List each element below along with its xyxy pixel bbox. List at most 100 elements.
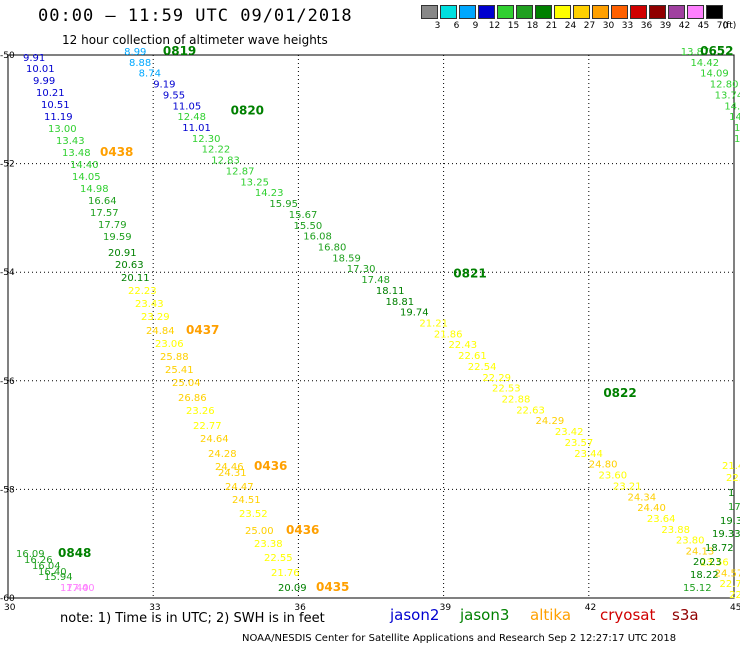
swh-value: 19.74 <box>400 308 429 319</box>
scale-swatch <box>630 5 647 19</box>
scale-swatch <box>592 5 609 19</box>
swh-value: 24.64 <box>200 434 229 445</box>
x-tick-label: 33 <box>149 603 160 613</box>
scale-label: 12 <box>488 21 501 31</box>
scale-swatch <box>706 5 723 19</box>
swh-value: 24.57 <box>715 568 740 579</box>
scale-label: 45 <box>697 21 710 31</box>
swh-value: 12.83 <box>211 156 240 167</box>
swh-value: 23.57 <box>565 438 594 449</box>
swh-value: 23.29 <box>141 312 170 323</box>
swh-value: 20.09 <box>278 583 307 594</box>
satellite-cryosat: cryosat <box>600 606 656 624</box>
x-tick-label: 36 <box>294 603 306 613</box>
swh-value: 17.79 <box>98 220 127 231</box>
swh-value: 23.80 <box>676 536 705 547</box>
swh-value: 17.57 <box>90 208 119 219</box>
x-tick-label: 39 <box>440 603 452 613</box>
pass-time-label: 0437 <box>186 323 219 337</box>
swh-value: 9.55 <box>163 90 185 101</box>
swh-value: 21.21 <box>419 319 448 330</box>
swh-value: 11.19 <box>44 112 73 123</box>
swh-value: 14.98 <box>80 184 109 195</box>
credit-line: NOAA/NESDIS Center for Satellite Applica… <box>242 633 677 644</box>
y-tick-label: -56 <box>0 377 15 387</box>
swh-value: 10.21 <box>36 88 65 99</box>
swh-value: 12.30 <box>192 134 221 145</box>
swh-value: 23.60 <box>598 471 627 482</box>
swh-value: 13.43 <box>56 136 85 147</box>
swh-value: 19.59 <box>103 232 132 243</box>
swh-value: 23.21 <box>613 481 642 492</box>
swh-value: 11.05 <box>173 101 202 112</box>
scale-swatch <box>687 5 704 19</box>
swh-value: 16.64 <box>88 196 117 207</box>
swh-value: 14.56 <box>734 123 740 134</box>
swh-value: 22.29 <box>482 373 511 384</box>
swh-value: 16.80 <box>318 242 347 253</box>
swh-value: 22.61 <box>458 351 487 362</box>
scale-label: 30 <box>602 21 615 31</box>
swh-value: 10.01 <box>26 64 55 75</box>
scale-label: 21 <box>545 21 558 31</box>
swh-value: 14.05 <box>72 172 101 183</box>
scale-label: 27 <box>583 21 596 31</box>
y-tick-label: -54 <box>0 268 15 278</box>
pass-time-label: 0652 <box>700 44 733 58</box>
swh-value: 24.51 <box>232 495 261 506</box>
swh-value: 18.59 <box>332 253 361 264</box>
scale-swatch <box>497 5 514 19</box>
page-subtitle: 12 hour collection of altimeter wave hei… <box>62 33 328 47</box>
swh-value: 15.50 <box>294 221 323 232</box>
scale-label: 9 <box>472 21 479 31</box>
x-tick-label: 30 <box>4 603 16 613</box>
swh-value: 25.41 <box>165 365 194 376</box>
swh-value: 25.88 <box>160 352 189 363</box>
swh-value: 20.11 <box>121 273 150 284</box>
y-tick-label: -50 <box>0 51 15 61</box>
swh-value: 16.08 <box>303 232 332 243</box>
swh-value: 23.06 <box>155 339 184 350</box>
swh-value: 22.55 <box>264 553 293 564</box>
scale-swatch <box>573 5 590 19</box>
swh-value: 8.74 <box>139 69 161 80</box>
scale-label: 15 <box>507 21 520 31</box>
swh-value: 23.44 <box>574 449 603 460</box>
scale-swatch <box>554 5 571 19</box>
swh-value: 18.81 <box>386 297 415 308</box>
swh-value: 20.91 <box>108 248 137 259</box>
swh-value: 15.67 <box>289 210 318 221</box>
pass-time-label: 0819 <box>163 44 196 58</box>
swh-value: 19.3 <box>720 516 740 527</box>
swh-value: 24.40 <box>637 503 666 514</box>
swh-value: 17.48 <box>361 275 390 286</box>
scale-label: (ft) <box>722 21 737 31</box>
swh-value: 16.40 <box>38 567 67 578</box>
satellite-jason2: jason2 <box>390 606 440 624</box>
page-title: 00:00 – 11:59 UTC 09/01/2018 <box>38 6 353 26</box>
scale-label: 24 <box>564 21 577 31</box>
swh-value: 12.80 <box>710 80 739 91</box>
swh-value: 24.46 <box>215 462 244 473</box>
swh-value: 24.28 <box>208 449 237 460</box>
swh-value: 23.64 <box>647 514 676 525</box>
swh-value: 12.48 <box>177 112 206 123</box>
scale-label: 18 <box>526 21 539 31</box>
swh-value: 23.38 <box>254 539 283 550</box>
swh-value: 17. <box>728 502 740 513</box>
y-tick-label: -60 <box>0 594 15 604</box>
swh-value: 22.43 <box>448 340 477 351</box>
swh-value: 24.31 <box>218 468 247 479</box>
scale-swatch <box>516 5 533 19</box>
swh-value: 18.22 <box>690 570 719 581</box>
swh-value: 13.48 <box>62 148 91 159</box>
scale-label: 6 <box>453 21 460 31</box>
y-tick-label: -52 <box>0 160 15 170</box>
swh-value: 22.3 <box>726 473 740 484</box>
swh-value: 24.29 <box>536 416 565 427</box>
swh-value: 20.23 <box>693 557 722 568</box>
scale-swatch <box>421 5 438 19</box>
y-tick-label: -58 <box>0 485 15 495</box>
swh-value: 17.40 <box>60 583 89 594</box>
